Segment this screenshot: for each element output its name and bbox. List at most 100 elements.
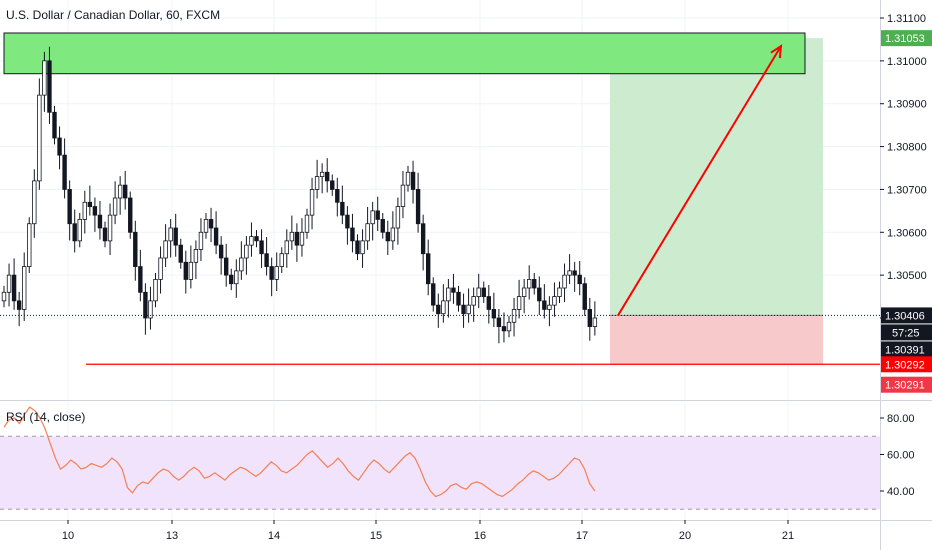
- stop-price-tag: 1.30291: [885, 380, 925, 392]
- candle-body: [314, 176, 320, 190]
- current-price-tag: 1.30406: [885, 310, 925, 322]
- price-tick-label: 1.30900: [887, 99, 927, 111]
- drawings-layer[interactable]: [0, 44, 880, 365]
- target-price-tag: 1.31053: [885, 33, 925, 45]
- candle-body: [249, 236, 254, 246]
- time-tick-label: 21: [782, 530, 794, 542]
- rsi-axis[interactable]: 80.00 60.00 40.00: [880, 413, 915, 498]
- candle-body: [552, 296, 557, 306]
- stop-price-tag-bg: [881, 376, 932, 393]
- candle-body: [239, 257, 244, 272]
- candle-body: [279, 253, 284, 267]
- candle-body: [1, 291, 7, 302]
- candle-body: [183, 261, 188, 280]
- rsi-band-fill: [0, 436, 880, 510]
- candle-body: [395, 206, 401, 229]
- rsi-label: RSI (14, close): [6, 410, 85, 424]
- candle-body: [572, 270, 577, 276]
- candle-body: [365, 223, 370, 242]
- candle-body: [77, 219, 82, 242]
- candle-body: [299, 231, 305, 246]
- rsi-tick-label: 80.00: [887, 413, 915, 425]
- candle-body: [335, 189, 340, 203]
- long-position-tool[interactable]: [610, 38, 823, 365]
- candle-body: [466, 304, 471, 315]
- candle-body: [441, 300, 446, 315]
- candle-body: [168, 227, 173, 242]
- time-tick-label: 10: [62, 530, 74, 542]
- profit-zone: [610, 38, 823, 316]
- price-tick-label: 1.30700: [887, 184, 927, 196]
- support-price-tag: 1.30292: [885, 359, 925, 371]
- candle-body: [284, 240, 289, 255]
- candle-body: [62, 154, 67, 190]
- candle-body: [562, 274, 567, 289]
- candle-body: [123, 184, 128, 199]
- candle-body: [319, 171, 325, 177]
- candle-body: [355, 240, 360, 255]
- candle-body: [67, 189, 72, 225]
- candle-body: [420, 223, 426, 255]
- candle-body: [456, 291, 461, 306]
- candle-body: [112, 197, 118, 216]
- price-tick-label: 1.30600: [887, 227, 927, 239]
- candle-body: [57, 137, 62, 156]
- candle-body: [244, 244, 249, 259]
- candle-body: [37, 94, 42, 182]
- candle-body: [208, 219, 214, 229]
- candle-body: [405, 171, 411, 186]
- candle-body: [431, 283, 436, 306]
- time-tick-label: 16: [474, 530, 486, 542]
- price-axis-tags: 1.31053 1.30406 57:25 1.30391 1.30292 1.30291: [881, 30, 932, 393]
- candle-body: [471, 296, 476, 306]
- price-axis[interactable]: 1.31100 1.31000 1.30900 1.30800 1.30700 1.306…: [880, 13, 927, 325]
- current-price-tag-bg: [881, 307, 932, 324]
- candle-body: [516, 296, 522, 310]
- candle-body: [92, 206, 98, 216]
- candle-body: [229, 274, 234, 285]
- candle-body: [542, 300, 547, 310]
- candle-body: [340, 201, 345, 216]
- candle-body: [425, 253, 431, 285]
- resistance-zone[interactable]: [3, 32, 806, 75]
- rsi-line: [3, 406, 596, 498]
- candle-body: [47, 60, 52, 113]
- resistance-zone-rect: [3, 32, 806, 75]
- candle-body: [350, 227, 355, 242]
- candle-body: [82, 201, 87, 220]
- candle-body: [148, 300, 153, 319]
- candle-body: [6, 274, 12, 293]
- candle-body: [128, 197, 133, 233]
- candle-body: [173, 227, 178, 246]
- candle-body: [557, 287, 562, 297]
- candle-body: [587, 309, 592, 327]
- candle-body: [577, 274, 582, 285]
- candle-body: [188, 261, 194, 280]
- candle-body: [491, 309, 497, 319]
- candle-body: [27, 223, 32, 267]
- entry-price-tag-bg: [881, 341, 932, 358]
- candle-body: [330, 180, 335, 190]
- candle-body: [511, 309, 517, 323]
- candle-body: [506, 321, 512, 332]
- candle-body: [360, 240, 365, 255]
- candle-body: [138, 266, 143, 293]
- candle-body: [254, 236, 259, 242]
- candlestick-series: [1, 46, 598, 344]
- candle-body: [32, 180, 37, 225]
- candle-body: [158, 257, 163, 280]
- candle-body: [289, 231, 295, 242]
- candle-body: [476, 287, 481, 297]
- support-price-tag-bg: [881, 356, 932, 373]
- candle-body: [259, 240, 264, 255]
- candle-body: [532, 279, 537, 289]
- rsi-indicator: [0, 406, 880, 510]
- target-arrow-head: [770, 44, 783, 59]
- candle-body: [547, 304, 552, 310]
- candle-body: [496, 317, 502, 327]
- candle-body: [223, 257, 229, 276]
- candle-body: [52, 111, 57, 139]
- time-axis[interactable]: 10 13 14 15 16 17 20 21: [62, 520, 794, 542]
- candle-body: [198, 231, 204, 250]
